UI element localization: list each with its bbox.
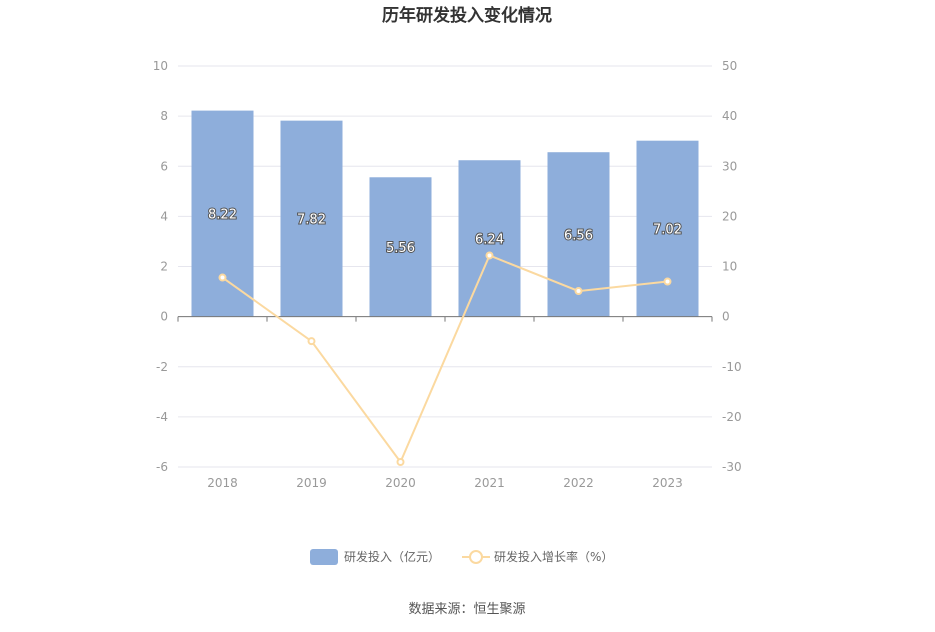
- growth-line: [221, 254, 668, 464]
- legend-line-marker: [469, 550, 483, 564]
- y-left-tick-label: 2: [160, 260, 168, 274]
- legend-bar-label[interactable]: 研发投入（亿元）: [344, 549, 440, 564]
- bar[interactable]: [458, 160, 521, 317]
- y-axis-left: 10 8 6 4 2 0 -2 -4 -6: [153, 59, 168, 474]
- y-right-tick-label: 0: [722, 310, 730, 324]
- bar-value-label: 5.56: [386, 241, 415, 256]
- zero-axis-line: [177, 316, 713, 322]
- y-right-tick-label: 30: [722, 159, 737, 173]
- y-left-tick-label: 8: [160, 109, 168, 123]
- x-axis: 2018 2019 2020 2021 2022 2023: [207, 476, 683, 490]
- y-axis-right: 50 40 30 20 10 0 -10 -20 -30: [722, 59, 742, 474]
- x-tick-label: 2018: [207, 476, 238, 490]
- y-right-tick-label: 50: [722, 59, 737, 73]
- growth-point[interactable]: [218, 273, 227, 282]
- y-left-tick-label: -2: [156, 360, 168, 374]
- bar[interactable]: [280, 120, 343, 317]
- growth-point[interactable]: [485, 251, 494, 260]
- grid-lines: [178, 65, 712, 468]
- x-tick-label: 2022: [563, 476, 594, 490]
- source-note: 数据来源：恒生聚源: [408, 602, 525, 617]
- x-tick-label: 2021: [474, 476, 505, 490]
- bar-value-label: 7.82: [297, 213, 326, 228]
- y-right-tick-label: 20: [722, 209, 737, 223]
- y-right-tick-label: -10: [722, 360, 742, 374]
- legend-line-label[interactable]: 研发投入增长率（%）: [494, 549, 613, 564]
- x-tick-label: 2020: [385, 476, 416, 490]
- bar[interactable]: [191, 110, 254, 317]
- legend-bar-swatch: [310, 549, 338, 565]
- y-right-tick-label: -20: [722, 410, 742, 424]
- y-right-tick-label: -30: [722, 460, 742, 474]
- y-right-tick-label: 40: [722, 109, 737, 123]
- y-left-tick-label: 0: [160, 310, 168, 324]
- bar-data-labels: 8.22 7.82 5.56 6.24 6.56 7.02: [207, 207, 683, 257]
- growth-point[interactable]: [307, 337, 316, 346]
- legend[interactable]: 研发投入（亿元） 研发投入增长率（%）: [310, 549, 613, 565]
- bar-value-label: 7.02: [653, 223, 682, 238]
- line-series: [218, 251, 672, 466]
- x-tick-label: 2023: [652, 476, 683, 490]
- chart-title: 历年研发投入变化情况: [382, 5, 552, 26]
- bar-value-label: 8.22: [208, 208, 237, 223]
- y-left-tick-label: -6: [156, 460, 168, 474]
- bar-value-label: 6.24: [475, 232, 504, 247]
- growth-point[interactable]: [663, 277, 672, 286]
- growth-point[interactable]: [574, 287, 583, 296]
- x-tick-label: 2019: [296, 476, 327, 490]
- bar[interactable]: [369, 177, 432, 317]
- y-left-tick-label: 4: [160, 209, 168, 223]
- y-right-tick-label: 10: [722, 260, 737, 274]
- bar-value-label: 6.56: [564, 228, 593, 243]
- y-left-tick-label: -4: [156, 410, 168, 424]
- bar[interactable]: [636, 140, 699, 317]
- growth-point[interactable]: [396, 457, 405, 466]
- y-left-tick-label: 10: [153, 59, 168, 73]
- y-left-tick-label: 6: [160, 159, 168, 173]
